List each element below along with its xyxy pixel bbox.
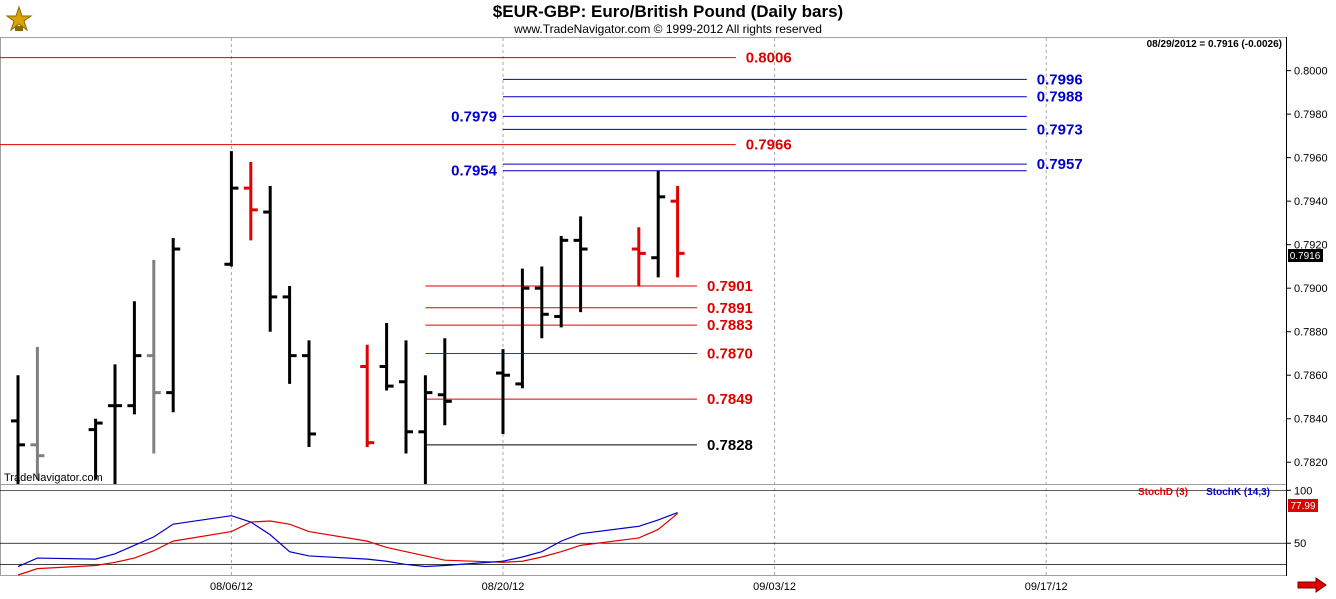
y-tick-label: 0.7940	[1294, 196, 1328, 208]
y-tick-label: 0.7900	[1294, 283, 1328, 295]
price-bar	[263, 185, 278, 332]
price-bar	[534, 266, 549, 339]
price-axis: 0.8000 0.7980 0.7960 0.7940 0.7920 0.7900 0.78…	[1286, 66, 1328, 550]
level-label: 0.7996	[1037, 71, 1083, 88]
y-tick-label: 0.7860	[1294, 370, 1328, 382]
x-tick-label: 08/06/12	[210, 581, 253, 593]
legend-stochk: StochK (14,3)	[1206, 487, 1270, 498]
stoch-series-line	[17, 513, 678, 576]
level-label: 0.7849	[707, 391, 753, 408]
y-tick-label: 0.7960	[1294, 153, 1328, 165]
last-price-label: 0.7916	[1290, 251, 1321, 262]
stoch-last-badge	[1288, 499, 1318, 512]
level-label: 0.7973	[1037, 121, 1083, 138]
y-tick-label: 0.7880	[1294, 327, 1328, 339]
price-bar	[631, 227, 646, 287]
price-bar	[108, 364, 122, 484]
level-label: 0.7954	[451, 163, 498, 180]
y-tick-label: 0.7980	[1294, 109, 1328, 121]
level-label: 0.7957	[1037, 156, 1083, 173]
x-tick-label: 09/17/12	[1025, 581, 1068, 593]
copyright-text: www.TradeNavigator.com © 1999-2012 All r…	[513, 22, 822, 36]
price-bar	[418, 375, 433, 484]
price-bar	[88, 418, 103, 480]
price-panel-frame	[0, 37, 1287, 485]
gridlines	[0, 38, 1286, 575]
price-bar	[166, 238, 181, 413]
y-tick-label: 0.7840	[1294, 414, 1328, 426]
level-label: 0.7966	[746, 137, 792, 154]
stoch-tick-label: 100	[1294, 485, 1312, 497]
y-tick-label: 0.7820	[1294, 457, 1328, 469]
y-tick-label: 0.7920	[1294, 240, 1328, 252]
price-bar	[11, 375, 25, 484]
price-bar	[302, 340, 316, 448]
price-bar	[496, 349, 510, 434]
price-bar	[573, 216, 588, 313]
price-bar	[360, 344, 375, 448]
price-bar	[224, 151, 239, 267]
stoch-last-label: 77.99	[1290, 501, 1315, 512]
price-bar	[437, 338, 452, 426]
price-bar	[379, 323, 394, 391]
chart-title: $EUR-GBP: Euro/British Pound (Daily bars…	[493, 2, 843, 21]
stochastic-lines	[17, 511, 678, 576]
price-bar	[146, 259, 161, 454]
level-label: 0.7979	[451, 108, 497, 125]
level-label: 0.7988	[1037, 89, 1083, 106]
level-label: 0.7901	[707, 278, 753, 295]
legend-stochd: StochD (3)	[1138, 487, 1188, 498]
scroll-right-arrow-icon[interactable]	[1297, 577, 1327, 593]
price-bar	[651, 170, 666, 278]
level-label: 0.7883	[707, 317, 753, 334]
price-bars	[11, 151, 685, 484]
last-price-badge	[1288, 249, 1323, 262]
price-bar	[243, 162, 258, 241]
trade-navigator-logo	[4, 4, 34, 32]
price-bar	[282, 286, 297, 384]
price-bar	[399, 340, 413, 454]
level-label: 0.7870	[707, 345, 753, 362]
stoch-panel-frame	[0, 484, 1287, 576]
watermark-text: TradeNavigator.com	[4, 472, 103, 484]
x-tick-label: 09/03/12	[753, 581, 796, 593]
stoch-tick-label: 50	[1294, 538, 1306, 550]
price-bar	[554, 235, 569, 328]
level-label: 0.7891	[707, 300, 753, 317]
stoch-series-line	[17, 511, 678, 568]
price-bar	[30, 346, 45, 480]
date-axis: 08/06/12 08/20/12 09/03/12 09/17/12	[210, 581, 1068, 593]
y-tick-label: 0.8000	[1294, 66, 1328, 78]
price-bar	[515, 268, 530, 389]
level-label: 0.7828	[707, 437, 753, 454]
price-bar	[127, 301, 142, 415]
price-bar	[670, 185, 685, 278]
x-tick-label: 08/20/12	[482, 581, 525, 593]
level-label: 0.8006	[746, 50, 792, 67]
last-quote-text: 08/29/2012 = 0.7916 (-0.0026)	[1147, 39, 1282, 50]
